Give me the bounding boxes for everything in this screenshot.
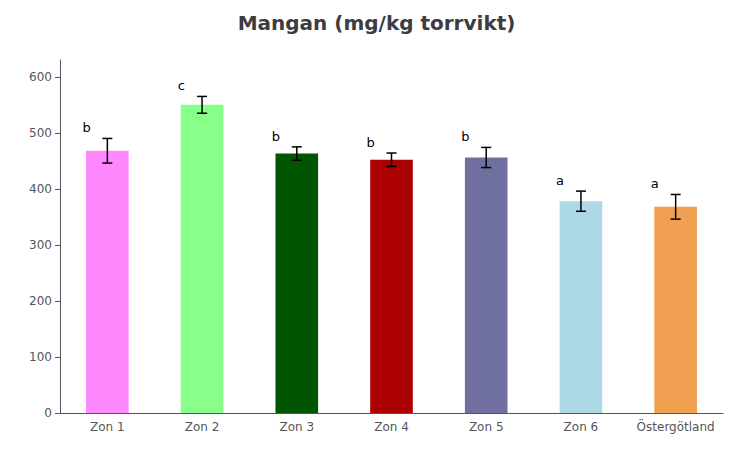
svg-text:b: b bbox=[272, 129, 280, 144]
svg-text:0: 0 bbox=[44, 406, 52, 420]
svg-text:400: 400 bbox=[29, 182, 52, 196]
svg-text:b: b bbox=[461, 129, 469, 144]
svg-text:a: a bbox=[651, 176, 659, 191]
svg-text:Zon 6: Zon 6 bbox=[564, 420, 599, 434]
svg-text:Zon 3: Zon 3 bbox=[279, 420, 314, 434]
svg-text:Zon 1: Zon 1 bbox=[90, 420, 125, 434]
svg-text:a: a bbox=[556, 173, 564, 188]
svg-text:c: c bbox=[178, 78, 185, 93]
svg-text:Östergötland: Östergötland bbox=[637, 418, 715, 434]
svg-text:300: 300 bbox=[29, 238, 52, 252]
svg-text:600: 600 bbox=[29, 70, 52, 84]
svg-text:b: b bbox=[82, 120, 90, 135]
svg-text:Zon 2: Zon 2 bbox=[185, 420, 220, 434]
svg-text:Zon 4: Zon 4 bbox=[374, 420, 409, 434]
svg-text:b: b bbox=[367, 135, 375, 150]
svg-text:500: 500 bbox=[29, 126, 52, 140]
svg-text:100: 100 bbox=[29, 350, 52, 364]
svg-text:200: 200 bbox=[29, 294, 52, 308]
svg-text:Mangan (mg/kg torrvikt): Mangan (mg/kg torrvikt) bbox=[238, 11, 516, 35]
svg-text:Zon 5: Zon 5 bbox=[469, 420, 504, 434]
